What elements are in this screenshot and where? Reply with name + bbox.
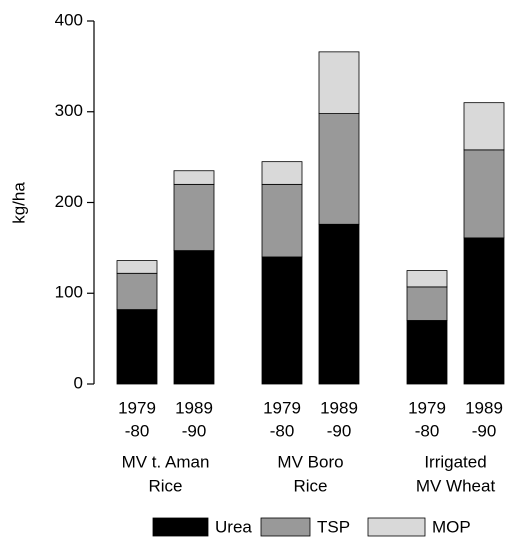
group-label: Irrigated — [424, 452, 486, 471]
bar-segment — [261, 256, 303, 385]
y-tick-label: 0 — [74, 373, 83, 392]
y-tick-label: 300 — [55, 101, 83, 120]
bar-segment — [318, 223, 360, 385]
bar-segment — [116, 309, 158, 385]
x-tick-label: -90 — [327, 421, 352, 440]
bar-segment — [406, 320, 448, 385]
y-tick-label: 100 — [55, 283, 83, 302]
bar-segment — [173, 250, 215, 385]
x-tick-label: -80 — [270, 421, 295, 440]
group-label: MV Boro — [277, 452, 343, 471]
x-tick-label: 1979 — [408, 398, 446, 417]
bar-segment — [116, 272, 158, 310]
y-tick-label: 200 — [55, 192, 83, 211]
bar-segment — [318, 113, 360, 225]
legend-swatch — [152, 517, 209, 537]
x-tick-label: 1979 — [263, 398, 301, 417]
x-tick-label: -80 — [125, 421, 150, 440]
legend-label: TSP — [317, 517, 350, 536]
x-tick-label: -80 — [415, 421, 440, 440]
bar-segment — [463, 237, 505, 385]
legend-label: Urea — [215, 517, 252, 536]
bar-segment — [463, 149, 505, 239]
y-axis-label: kg/ha — [9, 182, 28, 224]
bar-segment — [116, 260, 158, 274]
legend-label: MOP — [432, 517, 471, 536]
bar-segment — [261, 183, 303, 258]
bar-segment — [173, 170, 215, 185]
x-tick-label: -90 — [182, 421, 207, 440]
y-tick-label: 400 — [55, 10, 83, 29]
x-tick-label: 1989 — [175, 398, 213, 417]
legend-swatch — [260, 517, 311, 537]
x-tick-label: 1979 — [118, 398, 156, 417]
legend-swatch — [367, 517, 426, 537]
group-label: MV t. Aman — [122, 452, 210, 471]
bar-segment — [463, 102, 505, 151]
bar-segment — [406, 270, 448, 288]
x-tick-label: 1989 — [465, 398, 503, 417]
bar-segment — [261, 161, 303, 185]
bar-segment — [173, 183, 215, 251]
bar-segment — [406, 286, 448, 321]
x-tick-label: 1989 — [320, 398, 358, 417]
x-tick-label: -90 — [472, 421, 497, 440]
group-label: MV Wheat — [416, 476, 496, 495]
bar-segment — [318, 51, 360, 114]
group-label: Rice — [148, 476, 182, 495]
group-label: Rice — [293, 476, 327, 495]
